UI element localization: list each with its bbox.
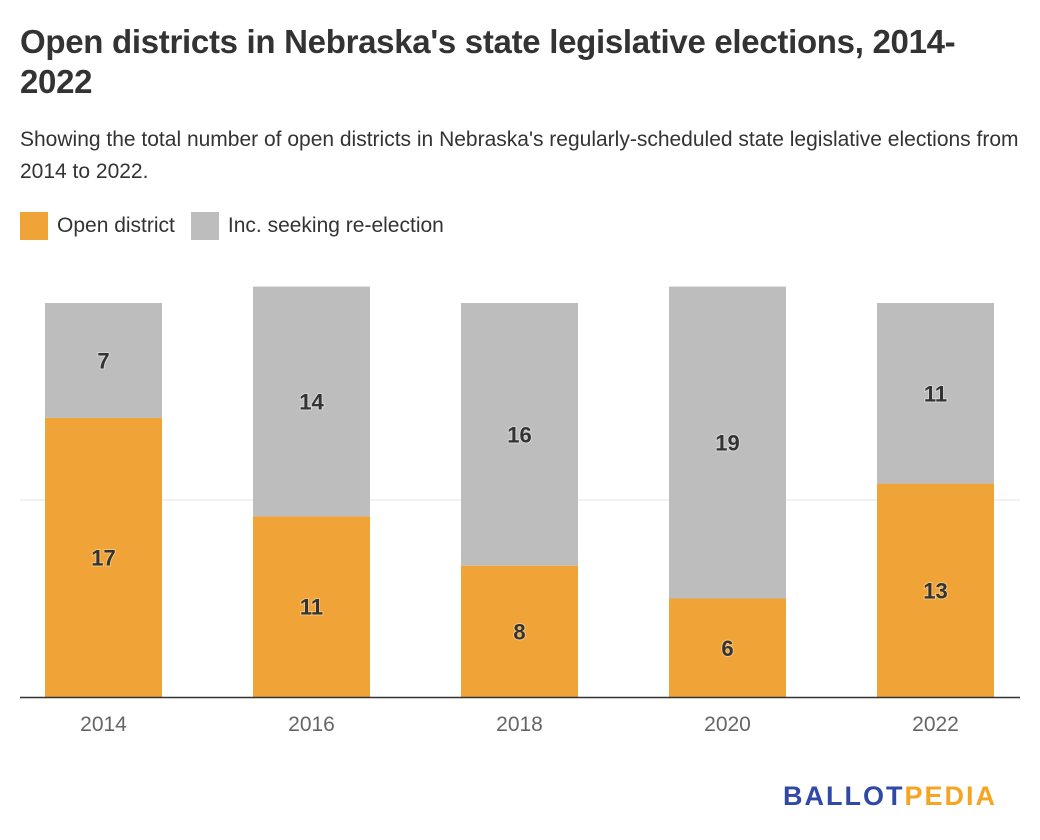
x-tick-label: 2018	[496, 713, 543, 736]
x-tick-label: 2014	[80, 713, 127, 736]
data-label: 11	[300, 595, 323, 620]
data-label: 16	[507, 422, 531, 447]
x-tick-label: 2022	[912, 713, 959, 736]
legend-item-open: Open district	[20, 212, 175, 240]
logo-part2: PEDIA	[904, 781, 998, 811]
data-label: 11	[924, 381, 947, 406]
legend: Open district Inc. seeking re-election	[20, 212, 460, 240]
bar-open	[461, 565, 578, 697]
bar-incumbent	[45, 303, 162, 418]
bar-incumbent	[669, 286, 786, 599]
x-tick-label: 2016	[288, 713, 335, 736]
data-label: 14	[299, 390, 324, 415]
legend-label: Open district	[57, 214, 175, 237]
bar-incumbent	[253, 286, 370, 517]
legend-label: Inc. seeking re-election	[227, 214, 444, 237]
bar-open	[669, 598, 786, 697]
bar-open	[877, 483, 994, 697]
data-label: 8	[513, 619, 525, 644]
data-label: 17	[91, 545, 115, 570]
chart-subtitle: Showing the total number of open distric…	[20, 128, 1019, 183]
chart-title: Open districts in Nebraska's state legis…	[20, 23, 956, 100]
data-label: 6	[721, 636, 733, 661]
legend-item-incumbent: Inc. seeking re-election	[190, 212, 444, 240]
x-tick-label: 2020	[704, 713, 751, 736]
ballotpedia-logo: BALLOTPEDIA	[783, 781, 997, 812]
logo-part1: BALLOT	[783, 781, 905, 811]
legend-swatch	[20, 212, 48, 240]
bar-open	[45, 417, 162, 697]
data-label: 13	[923, 578, 947, 603]
bar-open	[253, 516, 370, 697]
data-label: 7	[97, 348, 109, 373]
data-label: 19	[715, 431, 739, 456]
bar-incumbent	[461, 303, 578, 566]
bar-incumbent	[877, 303, 994, 484]
legend-swatch	[190, 212, 219, 240]
